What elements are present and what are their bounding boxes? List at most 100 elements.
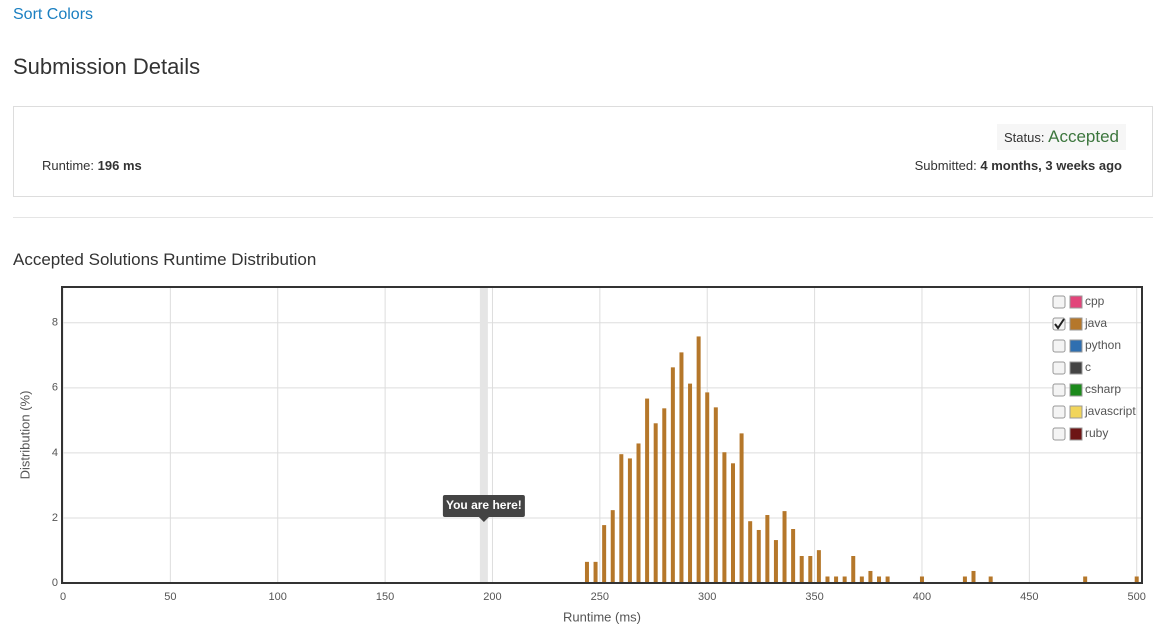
bar bbox=[713, 407, 718, 583]
bar bbox=[962, 576, 967, 583]
x-tick-label: 50 bbox=[164, 591, 176, 603]
bar bbox=[730, 463, 735, 583]
runtime-value: 196 ms bbox=[97, 158, 142, 173]
x-tick-label: 100 bbox=[269, 591, 287, 603]
legend-checkbox[interactable] bbox=[1052, 295, 1066, 309]
plot-frame bbox=[61, 286, 1143, 584]
legend-check bbox=[1054, 318, 1065, 330]
x-tick-label: 350 bbox=[805, 591, 823, 603]
bar bbox=[834, 576, 839, 583]
bar bbox=[610, 510, 615, 583]
bar bbox=[688, 383, 693, 583]
bar bbox=[877, 576, 882, 583]
bar bbox=[619, 454, 624, 583]
bar bbox=[799, 556, 804, 583]
bar bbox=[842, 576, 847, 583]
legend-swatch bbox=[1069, 295, 1083, 309]
y-tick-label: 0 bbox=[52, 577, 58, 589]
bar bbox=[584, 561, 589, 583]
bar bbox=[851, 556, 856, 583]
bar bbox=[859, 576, 864, 583]
tooltip-text: You are here! bbox=[446, 498, 522, 512]
bar bbox=[756, 529, 761, 583]
legend-label: cpp bbox=[1085, 294, 1105, 308]
bar bbox=[653, 423, 658, 583]
bar bbox=[722, 452, 727, 583]
bar bbox=[1134, 576, 1139, 583]
problem-link[interactable]: Sort Colors bbox=[13, 6, 94, 23]
chart-title: Accepted Solutions Runtime Distribution bbox=[13, 250, 317, 269]
legend-label: javascript bbox=[1084, 404, 1136, 418]
y-axis-label: Distribution (%) bbox=[17, 391, 32, 480]
bar bbox=[602, 525, 607, 583]
submitted-value: 4 months, 3 weeks ago bbox=[980, 158, 1122, 173]
bar bbox=[825, 576, 830, 583]
bar bbox=[627, 458, 632, 583]
legend-checkbox[interactable] bbox=[1052, 361, 1066, 375]
legend-checkbox[interactable] bbox=[1052, 427, 1066, 441]
heading: Submission Details bbox=[13, 54, 201, 79]
bar bbox=[885, 576, 890, 583]
bar bbox=[971, 570, 976, 583]
bar bbox=[782, 511, 787, 583]
bar bbox=[765, 515, 770, 583]
bar bbox=[988, 576, 993, 583]
divider bbox=[13, 217, 1153, 218]
legend-swatch bbox=[1069, 383, 1083, 397]
current-runtime-band bbox=[479, 287, 488, 583]
bar bbox=[808, 556, 813, 583]
bar bbox=[705, 392, 710, 583]
x-tick-label: 250 bbox=[591, 591, 609, 603]
legend-swatch bbox=[1069, 405, 1083, 419]
x-tick-label: 500 bbox=[1128, 591, 1146, 603]
bar bbox=[636, 443, 641, 583]
legend-checkbox[interactable] bbox=[1052, 405, 1066, 419]
y-tick-label: 2 bbox=[52, 512, 58, 524]
submitted-label: Submitted: bbox=[914, 158, 977, 173]
legend-label: python bbox=[1085, 338, 1121, 352]
legend-swatch bbox=[1069, 361, 1083, 375]
details-box bbox=[13, 106, 1153, 197]
legend-label: c bbox=[1085, 360, 1091, 374]
legend-label: csharp bbox=[1085, 382, 1121, 396]
x-tick-label: 400 bbox=[913, 591, 931, 603]
bar bbox=[593, 561, 598, 583]
y-tick-label: 4 bbox=[52, 447, 58, 459]
x-tick-label: 150 bbox=[376, 591, 394, 603]
x-tick-label: 200 bbox=[483, 591, 501, 603]
legend-checkbox[interactable] bbox=[1052, 383, 1066, 397]
status-value: Accepted bbox=[1048, 127, 1119, 146]
bar bbox=[739, 433, 744, 583]
legend-swatch bbox=[1069, 317, 1083, 331]
bar bbox=[919, 576, 924, 583]
x-axis-label: Runtime (ms) bbox=[563, 609, 641, 624]
bar bbox=[696, 336, 701, 583]
x-tick-label: 450 bbox=[1020, 591, 1038, 603]
runtime-label: Runtime: bbox=[42, 158, 95, 173]
status: Status: Accepted bbox=[997, 124, 1126, 150]
status-label: Status: bbox=[1004, 130, 1045, 145]
bar bbox=[662, 408, 667, 583]
tooltip-box bbox=[442, 495, 525, 517]
tooltip-pointer bbox=[478, 517, 489, 522]
x-tick-label: 0 bbox=[60, 591, 66, 603]
legend-checkbox[interactable] bbox=[1052, 339, 1066, 353]
legend-swatch bbox=[1069, 427, 1083, 441]
bar bbox=[791, 529, 796, 583]
bar bbox=[748, 521, 753, 583]
x-tick-label: 300 bbox=[698, 591, 716, 603]
bar bbox=[670, 367, 675, 583]
y-tick-label: 8 bbox=[52, 317, 58, 329]
bar bbox=[679, 352, 684, 583]
bar bbox=[1083, 576, 1088, 583]
y-tick-label: 6 bbox=[52, 382, 58, 394]
submitted: Submitted: 4 months, 3 weeks ago bbox=[915, 158, 1122, 173]
bar bbox=[773, 540, 778, 583]
bar bbox=[645, 398, 650, 583]
legend-label: ruby bbox=[1085, 426, 1108, 440]
legend-swatch bbox=[1069, 339, 1083, 353]
legend-label: java bbox=[1084, 316, 1107, 330]
bar bbox=[868, 570, 873, 583]
